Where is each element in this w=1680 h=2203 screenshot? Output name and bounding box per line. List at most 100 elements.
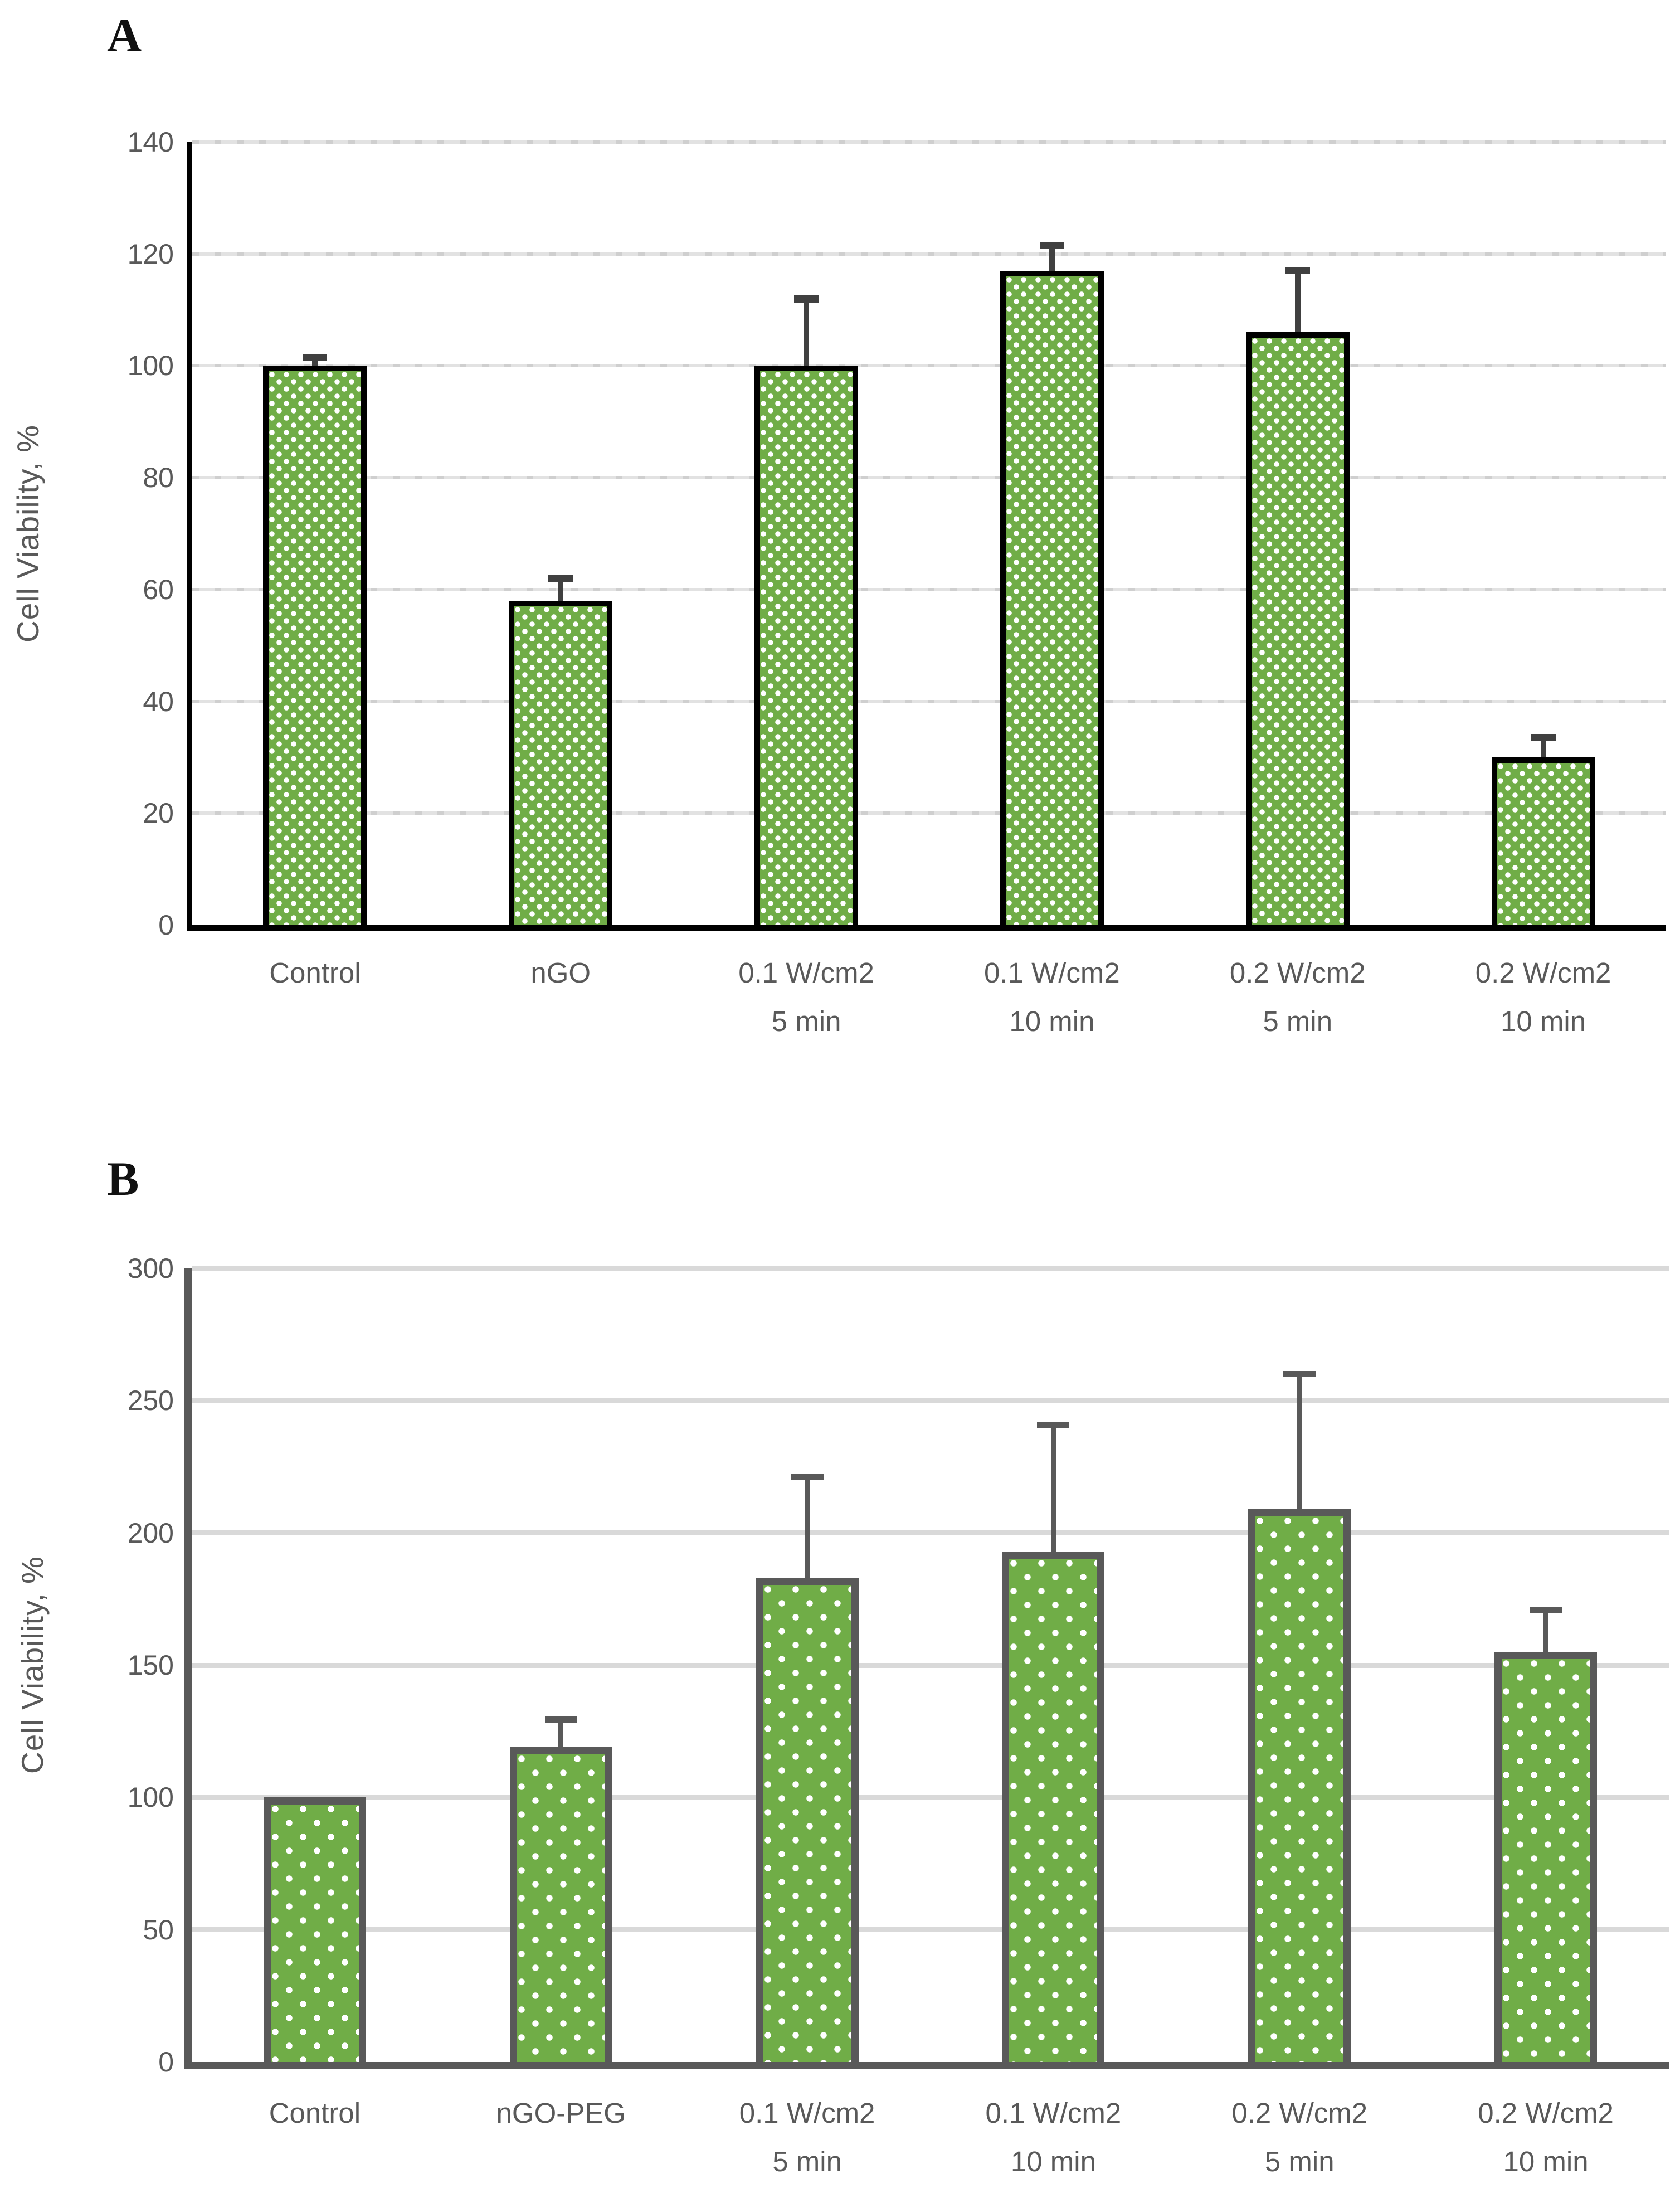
y-tick-label: 80	[143, 462, 174, 494]
x-category-label-line: 0.2 W/cm2	[1475, 957, 1611, 989]
bar	[1002, 1551, 1105, 2069]
y-tick-label: 0	[158, 910, 174, 941]
x-category-label: Control	[187, 2089, 443, 2137]
y-tick-label: 140	[127, 127, 174, 158]
x-category-label: 0.1 W/cm2 5 min	[679, 2089, 936, 2186]
x-category-label: 0.2 W/cm2 5 min	[1171, 2089, 1428, 2186]
error-bar-cap	[303, 353, 328, 361]
y-tick-label: 50	[143, 1914, 174, 1946]
error-bar-stem	[558, 1719, 564, 1764]
gridline	[192, 252, 1666, 256]
gridline	[192, 1927, 1669, 1933]
error-bar-cap	[791, 1474, 824, 1481]
gridline	[192, 1662, 1669, 1668]
error-bar-stem	[558, 578, 564, 617]
error-bar-cap	[548, 575, 573, 582]
bar	[1248, 1509, 1351, 2069]
y-tick-label: 40	[143, 685, 174, 717]
y-tick-label: 60	[143, 573, 174, 605]
y-tick-label: 100	[127, 1782, 174, 1813]
bar	[1491, 757, 1595, 931]
x-category-label-line: Control	[269, 957, 361, 989]
gridline	[192, 1398, 1669, 1403]
x-category-label: 0.2 W/cm2 10 min	[1415, 949, 1672, 1045]
x-category-label-line: 5 min	[1263, 1005, 1333, 1037]
gridline	[192, 811, 1666, 815]
bar	[509, 1747, 612, 2069]
y-tick-label: 200	[127, 1517, 174, 1549]
error-bar-stem	[1294, 270, 1301, 349]
bar	[1000, 270, 1104, 931]
gridline	[192, 1530, 1669, 1536]
error-bar-cap	[1531, 734, 1556, 742]
y-tick-label: 300	[127, 1253, 174, 1284]
y-axis-line	[187, 142, 192, 931]
bar	[509, 600, 613, 931]
x-category-label-line: 10 min	[1010, 2146, 1096, 2177]
error-bar-stem	[312, 357, 318, 383]
panel-a-y-axis-title: Cell Viability, %	[11, 425, 45, 643]
error-bar-stem	[804, 299, 810, 383]
x-category-label-line: 0.1 W/cm2	[985, 2097, 1122, 2129]
y-tick-label: 120	[127, 238, 174, 270]
gridline	[192, 699, 1666, 703]
x-category-label-line: 0.2 W/cm2	[1231, 2097, 1368, 2129]
error-bar-stem	[805, 1477, 810, 1595]
error-bar-stem	[1049, 245, 1055, 288]
bar	[754, 366, 859, 931]
x-category-label: Control	[187, 949, 443, 997]
x-category-label-line: 10 min	[1501, 1005, 1586, 1037]
gridline	[192, 364, 1666, 368]
x-category-label: nGO-PEG	[433, 2089, 689, 2137]
error-bar-stem	[1297, 1374, 1302, 1526]
panel-b-y-axis-title: Cell Viability, %	[15, 1556, 50, 1774]
bar	[756, 1578, 859, 2069]
x-category-label-line: 0.1 W/cm2	[738, 957, 874, 989]
x-category-label: 0.2 W/cm2 5 min	[1170, 949, 1426, 1045]
x-category-label-line: 10 min	[1503, 2146, 1589, 2177]
error-bar-cap	[544, 1716, 577, 1723]
panel-a-letter: A	[107, 8, 142, 62]
y-tick-label: 20	[143, 797, 174, 829]
error-bar-cap	[1037, 1421, 1070, 1428]
bar	[1245, 332, 1350, 931]
x-category-label: nGO	[432, 949, 689, 997]
y-tick-label: 250	[127, 1385, 174, 1417]
x-category-label: 0.1 W/cm2 10 min	[925, 2089, 1181, 2186]
y-tick-label: 100	[127, 350, 174, 382]
x-category-label: 0.2 W/cm2 10 min	[1418, 2089, 1674, 2186]
bar	[263, 1797, 366, 2069]
error-bar-stem	[1050, 1424, 1056, 1568]
x-category-label: 0.1 W/cm2 10 min	[924, 949, 1180, 1045]
x-category-label-line: 0.2 W/cm2	[1229, 957, 1366, 989]
error-bar-cap	[794, 295, 819, 303]
gridline	[192, 476, 1666, 480]
x-category-label-line: 5 min	[771, 1005, 841, 1037]
x-category-label-line: 0.1 W/cm2	[984, 957, 1120, 989]
bar	[1494, 1652, 1598, 2069]
bar	[263, 366, 367, 931]
y-axis-line	[184, 1268, 192, 2069]
x-axis-line	[184, 2062, 1669, 2069]
x-category-label-line: nGO	[530, 957, 591, 989]
x-category-label-line: 0.2 W/cm2	[1478, 2097, 1614, 2129]
gridline	[192, 1266, 1669, 1271]
x-category-label-line: 0.1 W/cm2	[739, 2097, 875, 2129]
x-category-label-line: 5 min	[1264, 2146, 1335, 2177]
gridline	[192, 587, 1666, 591]
error-bar-stem	[1543, 1609, 1548, 1669]
error-bar-cap	[1039, 242, 1064, 250]
x-category-label-line: 10 min	[1009, 1005, 1095, 1037]
x-axis-line	[187, 925, 1666, 931]
gridline	[192, 1795, 1669, 1800]
y-tick-label: 0	[158, 2046, 174, 2078]
x-category-label-line: 5 min	[772, 2146, 842, 2177]
error-bar-stem	[1540, 737, 1546, 774]
error-bar-cap	[1530, 1606, 1562, 1613]
error-bar-cap	[1283, 1371, 1316, 1378]
gridline	[192, 140, 1666, 144]
panel-b-letter: B	[107, 1152, 139, 1205]
